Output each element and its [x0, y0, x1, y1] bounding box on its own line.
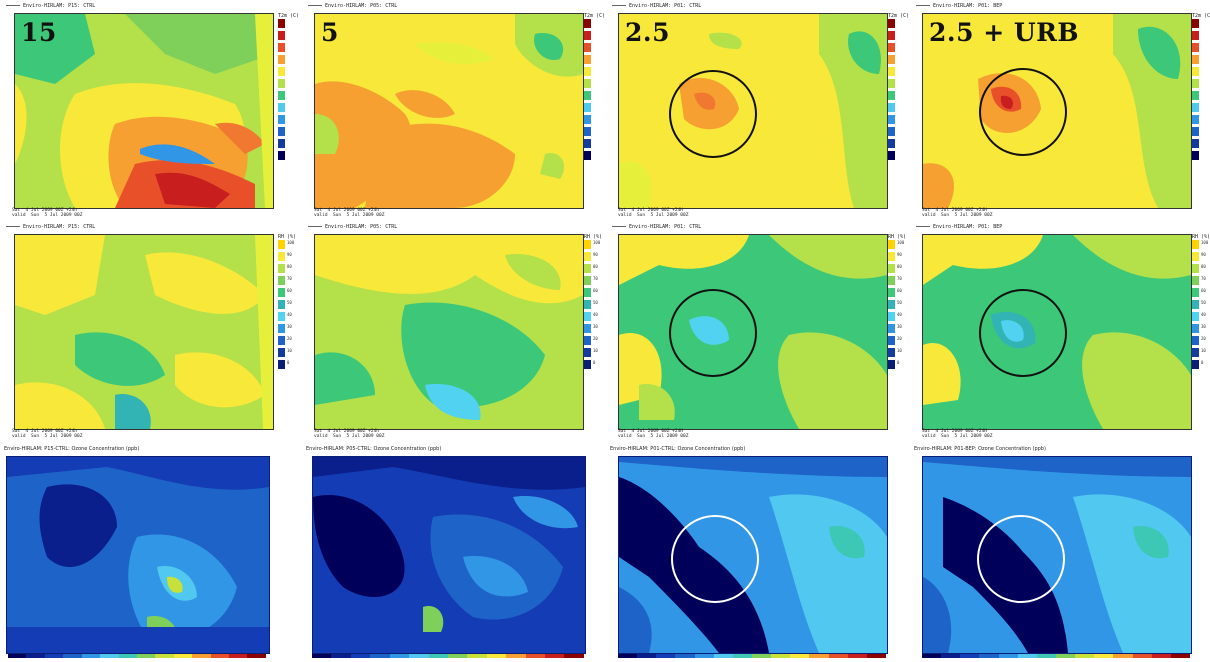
rh-map-p01-ctrl: [618, 234, 888, 430]
ozone-panel-1: Enviro-HIRLAM: P15-CTRL: Ozone Concentra…: [4, 446, 294, 660]
rh-legend: RH (%) 100 90 80 70 60 50 40 30 20 10 0: [278, 234, 296, 372]
rh-map-p01-bep: [922, 234, 1192, 430]
panel-header: Enviro-HIRLAM: P05-CTRL: Ozone Concentra…: [306, 446, 442, 452]
panel-header: Enviro-HIRLAM: P15-CTRL: Ozone Concentra…: [4, 446, 140, 452]
panel-header: Enviro-HIRLAM: P01: BEP: [914, 224, 1208, 235]
temp-legend: T2m (C): [278, 13, 299, 163]
ozone-map-p01-bep: [922, 456, 1192, 654]
rh-map-p05: [314, 234, 584, 430]
temp-panel-3: Enviro-HIRLAM: P01: CTRL 2.5 T2m (C) Sat…: [610, 3, 909, 219]
highlight-circle: [979, 68, 1067, 156]
ozone-colorbar: [922, 654, 1190, 658]
panel-header: Enviro-HIRLAM: P01: CTRL: [610, 3, 905, 14]
temp-panel-2: Enviro-HIRLAM: P05: CTRL 5 T2m (C) Sat 4…: [306, 3, 605, 219]
rh-panel-4: Enviro-HIRLAM: P01: BEP RH (%) 100 90 80…: [914, 224, 1210, 440]
resolution-label-2-5: 2.5: [625, 18, 670, 47]
rh-panel-2: Enviro-HIRLAM: P05: CTRL RH (%) 100 90 8…: [306, 224, 602, 440]
panel-header: Enviro-HIRLAM: P01: CTRL: [610, 224, 905, 235]
panel-header: Enviro-HIRLAM: P05: CTRL: [306, 3, 596, 14]
panel-header: Enviro-HIRLAM: P15: CTRL: [4, 3, 294, 14]
rh-panel-3: Enviro-HIRLAM: P01: CTRL RH (%) 100 90 8…: [610, 224, 906, 440]
ozone-colorbar: [312, 654, 584, 658]
panel-header: Enviro-HIRLAM: P05: CTRL: [306, 224, 596, 235]
ozone-panel-2: Enviro-HIRLAM: P05-CTRL: Ozone Concentra…: [306, 446, 596, 660]
temp-panel-4: Enviro-HIRLAM: P01: BEP 2.5 + URB T2m (C…: [914, 3, 1210, 219]
highlight-circle: [669, 289, 757, 377]
panel-footer: Sat 4 Jul 2009 00Z +24H valid Sun 5 Jul …: [618, 208, 689, 218]
panel-header: Enviro-HIRLAM: P01-BEP: Ozone Concentrat…: [914, 446, 1046, 452]
panel-header: Enviro-HIRLAM: P01: BEP: [914, 3, 1208, 14]
ozone-colorbar: [8, 654, 266, 658]
rh-legend: RH (%) 100 90 80 70 60 50 40 30 20 10 0: [584, 234, 602, 372]
temp-map-p15: 15: [14, 13, 274, 209]
panel-footer: Sat 4 Jul 2009 00Z +24H valid Sun 5 Jul …: [618, 429, 689, 439]
temp-panel-1: Enviro-HIRLAM: P15: CTRL 15 T2m (C) Sat …: [4, 3, 299, 219]
panel-header: Enviro-HIRLAM: P01-CTRL: Ozone Concentra…: [610, 446, 746, 452]
rh-legend: RH (%) 100 90 80 70 60 50 40 30 20 10 0: [1192, 234, 1210, 372]
ozone-panel-3: Enviro-HIRLAM: P01-CTRL: Ozone Concentra…: [610, 446, 905, 660]
resolution-label-5: 5: [321, 18, 339, 47]
panel-header: Enviro-HIRLAM: P15: CTRL: [4, 224, 294, 235]
ozone-map-p01-ctrl: [618, 456, 888, 654]
ozone-map-p05: [312, 456, 586, 654]
ozone-panel-4: Enviro-HIRLAM: P01-BEP: Ozone Concentrat…: [914, 446, 1208, 660]
temp-map-p01-ctrl: 2.5: [618, 13, 888, 209]
rh-panel-1: Enviro-HIRLAM: P15: CTRL RH (%) 100 90 8…: [4, 224, 296, 440]
ozone-map-p15: [6, 456, 270, 654]
rh-map-p15: [14, 234, 274, 430]
rh-legend: RH (%) 100 90 80 70 60 50 40 30 20 10 0: [888, 234, 906, 372]
temp-legend: T2m (C): [584, 13, 605, 163]
panel-footer: Sat 4 Jul 2009 00Z +24h valid Sun 5 Jul …: [12, 208, 83, 218]
temp-legend: T2m (C): [888, 13, 909, 163]
panel-footer: Sat 4 Jul 2009 00Z +24h valid Sun 5 Jul …: [12, 429, 83, 439]
resolution-label-15: 15: [21, 18, 57, 47]
panel-footer: Sat 4 Jul 2009 00Z +24h valid Sun 5 Jul …: [314, 429, 385, 439]
resolution-label-2-5-urb: 2.5 + URB: [929, 18, 1080, 47]
temp-legend: T2m (C): [1192, 13, 1210, 163]
highlight-circle: [669, 70, 757, 158]
highlight-circle: [977, 515, 1065, 603]
panel-footer: Sat 4 Jul 2009 00Z +24h valid Sun 5 Jul …: [314, 208, 385, 218]
temp-map-p01-bep: 2.5 + URB: [922, 13, 1192, 209]
panel-footer: Sat 4 Jul 2009 00Z +24H valid Sun 5 Jul …: [922, 208, 993, 218]
ozone-colorbar: [618, 654, 886, 658]
highlight-circle: [979, 289, 1067, 377]
highlight-circle: [671, 515, 759, 603]
panel-footer: Sat 4 Jul 2009 00Z +24H valid Sun 5 Jul …: [922, 429, 993, 439]
temp-map-p05: 5: [314, 13, 584, 209]
